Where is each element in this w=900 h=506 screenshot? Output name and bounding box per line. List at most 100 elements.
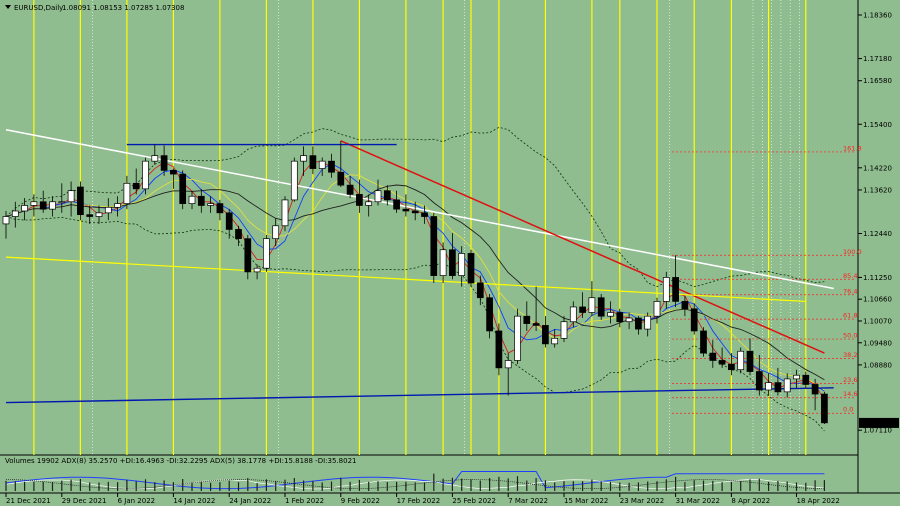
- candle-body: [114, 203, 121, 208]
- candle-body: [486, 297, 493, 332]
- candle-body: [672, 277, 679, 302]
- candle-body: [253, 267, 261, 273]
- candle-body: [523, 315, 531, 324]
- date-axis-label: 7 Mar 2022: [508, 497, 548, 505]
- candle-body: [188, 195, 196, 204]
- price-axis-label: 1.14220: [863, 164, 892, 172]
- fibo-level-label: 76.4: [843, 287, 857, 295]
- date-axis-label: 24 Jan 2022: [229, 497, 271, 505]
- candle-body: [160, 155, 168, 171]
- price-axis-label: 1.12440: [863, 230, 892, 238]
- candle-body: [272, 225, 280, 240]
- candle-body: [653, 301, 661, 317]
- date-axis-label: 25 Feb 2022: [452, 497, 496, 505]
- candle-body: [700, 330, 707, 354]
- candle-body: [579, 306, 586, 313]
- date-axis-label: 23 Mar 2022: [620, 497, 664, 505]
- candle-body: [328, 160, 335, 173]
- candle-body: [411, 210, 419, 214]
- candle-body: [39, 201, 47, 210]
- bollinger-lower: [5, 216, 825, 432]
- candle-body: [11, 210, 19, 217]
- candle-body: [151, 155, 159, 162]
- candle-body: [662, 277, 670, 302]
- candle-body: [560, 321, 568, 339]
- candle-body: [542, 325, 549, 345]
- price-axis-label: 1.17180: [863, 55, 892, 63]
- candle-body: [309, 155, 317, 169]
- candle-body: [755, 371, 763, 391]
- fibo-level-label: 85.4: [843, 272, 857, 280]
- candle-body: [170, 170, 177, 175]
- candle-body: [374, 190, 382, 203]
- candle-body: [597, 297, 605, 317]
- candle-body: [458, 253, 466, 276]
- price-axis-label: 1.08880: [863, 361, 892, 369]
- candle-body: [607, 312, 614, 317]
- price-axis-label: 1.16580: [863, 77, 892, 85]
- date-axis-label: 15 Mar 2022: [564, 497, 608, 505]
- candle-body: [532, 323, 540, 326]
- date-axis-label: 9 Feb 2022: [341, 497, 380, 505]
- bollinger-upper: [5, 126, 825, 288]
- candle-body: [337, 171, 345, 186]
- candle-body: [58, 201, 66, 204]
- adx-line: [5, 470, 825, 490]
- candle-body: [718, 360, 726, 365]
- dropdown-arrow-icon[interactable]: [5, 5, 11, 9]
- white-downtrend-line: [5, 129, 834, 290]
- candle-body: [281, 199, 289, 227]
- candle-body: [569, 306, 577, 323]
- candle-body: [746, 350, 754, 372]
- candle-body: [356, 194, 363, 206]
- candle-body: [402, 208, 410, 212]
- price-axis-label: 1.11250: [863, 274, 892, 282]
- candle-body: [393, 199, 400, 210]
- candle-body: [123, 182, 131, 204]
- date-axis-label: 6 Jan 2022: [118, 497, 156, 505]
- price-axis-label: 1.10070: [863, 317, 892, 325]
- candle-body: [495, 330, 503, 369]
- candle-body: [774, 382, 782, 393]
- fibo-level-label: 61.8: [843, 312, 857, 320]
- price-axis-label: 1.09480: [863, 339, 892, 347]
- date-axis-label: 29 Dec 2021: [62, 497, 107, 505]
- candle-body: [365, 201, 373, 206]
- date-axis-label: 31 Mar 2022: [676, 497, 720, 505]
- candle-body: [449, 249, 456, 276]
- candle-body: [216, 203, 224, 214]
- candle-body: [207, 203, 214, 206]
- date-axis-label: 17 Feb 2022: [397, 497, 441, 505]
- candle-body: [737, 350, 745, 371]
- candle-body: [588, 297, 596, 313]
- candle-body: [793, 374, 800, 380]
- candle-body: [681, 301, 689, 310]
- candle-body: [690, 308, 698, 332]
- candle-body: [616, 312, 624, 323]
- candle-body: [300, 155, 307, 162]
- candle-body: [290, 160, 298, 201]
- candle-body: [95, 212, 103, 217]
- candle-body: [77, 186, 84, 216]
- price-axis-label: 1.10660: [863, 296, 892, 304]
- candle-body: [346, 184, 354, 195]
- candle-body: [244, 238, 252, 273]
- candle-body: [821, 393, 828, 424]
- price-pane-bg: [0, 0, 858, 455]
- candle-body: [142, 160, 149, 190]
- candle-body: [132, 182, 140, 190]
- candle-body: [21, 205, 28, 212]
- price-axis-label: 1.15400: [863, 121, 892, 129]
- price-axis-label: 1.13620: [863, 186, 892, 194]
- candle-body: [197, 195, 205, 206]
- candle-body: [728, 363, 735, 371]
- candle-body: [476, 282, 484, 299]
- plus-di-line: [5, 479, 825, 490]
- fibo-level-label: 161.8: [843, 144, 862, 152]
- candle-body: [625, 317, 633, 323]
- candle-body: [783, 378, 791, 393]
- candle-body: [30, 201, 38, 206]
- candle-body: [421, 212, 428, 217]
